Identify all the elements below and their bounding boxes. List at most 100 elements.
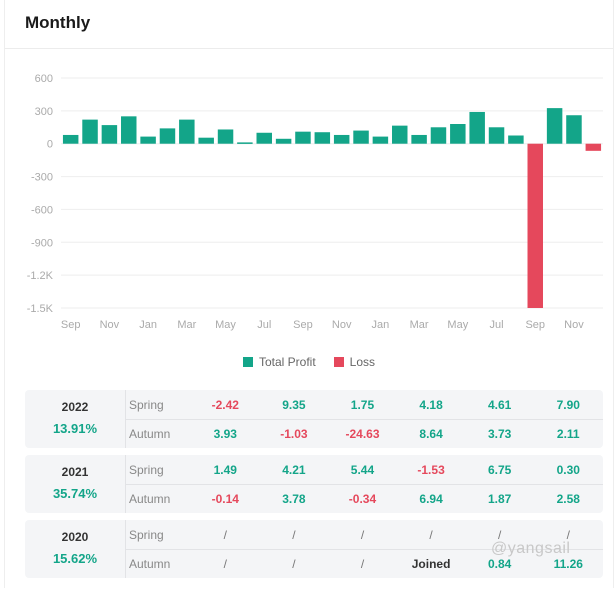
- return-value-cell: 6.75: [487, 462, 512, 477]
- profit-bar[interactable]: [159, 128, 176, 144]
- return-value-cell: 1.75: [350, 397, 375, 412]
- season-label: Spring: [129, 527, 164, 542]
- return-value-cell: /: [292, 527, 296, 542]
- monthly-card: Monthly 600 300 0 -300 -600 -900 -1.2K -1.5K Sep…: [4, 0, 614, 588]
- x-tick-label: Jan: [372, 319, 390, 331]
- monthly-bar-chart: 600 300 0 -300 -600 -900 -1.2K -1.5K Sep Nov Jan Ma…: [27, 73, 603, 331]
- year-cell: 2021 35.74%: [25, 455, 126, 513]
- profit-bar[interactable]: [450, 124, 466, 144]
- year-total-return: 13.91%: [52, 421, 98, 436]
- year-cell: 2022 13.91%: [25, 390, 126, 448]
- profit-bar[interactable]: [217, 129, 234, 144]
- return-value-cell: 3.73: [487, 426, 512, 441]
- profit-bar[interactable]: [469, 111, 485, 144]
- y-tick-label: 600: [35, 73, 53, 85]
- y-tick-label: -300: [31, 172, 53, 184]
- return-value-cell: /: [566, 527, 570, 542]
- year-label: 2022: [61, 400, 89, 414]
- profit-bar[interactable]: [546, 108, 563, 144]
- loss-bar[interactable]: [585, 143, 602, 151]
- season-label: Autumn: [129, 491, 171, 506]
- y-tick-label: -600: [31, 204, 53, 216]
- profit-bar[interactable]: [333, 134, 350, 144]
- card-title: Monthly: [25, 13, 91, 32]
- x-tick-label: May: [215, 319, 236, 331]
- chart-legend: Total Profit Loss: [5, 355, 613, 369]
- return-value-cell: 4.18: [419, 397, 443, 412]
- season-row: Spring / / / / / /: [125, 520, 603, 550]
- x-tick-label: Mar: [177, 319, 196, 331]
- return-value-cell: /: [498, 527, 502, 542]
- year-group: 2022 13.91% Spring -2.42 9.35 1.75 4.18 4.61 7.9…: [25, 390, 603, 448]
- return-value-cell: 7.90: [556, 397, 580, 412]
- profit-bar[interactable]: [566, 115, 582, 144]
- season-row: Spring 1.49 4.21 5.44 -1.53 6.75 0.30: [125, 455, 603, 485]
- y-tick-label: -1.5K: [27, 303, 54, 315]
- profit-bar[interactable]: [508, 135, 524, 144]
- return-value-cell: -2.42: [211, 397, 239, 412]
- x-tick-label: May: [447, 319, 468, 331]
- profit-bar[interactable]: [488, 127, 505, 144]
- watermark: @yangsail: [491, 540, 571, 557]
- profit-bar[interactable]: [140, 136, 156, 144]
- profit-bar[interactable]: [430, 127, 447, 144]
- profit-bar[interactable]: [295, 131, 311, 144]
- return-value-cell: Joined: [411, 556, 451, 571]
- return-value-cell: /: [360, 556, 365, 571]
- profit-bar[interactable]: [411, 134, 427, 144]
- season-label: Autumn: [129, 556, 171, 571]
- x-tick-label: Jul: [490, 319, 504, 331]
- profit-bar[interactable]: [275, 138, 292, 144]
- profit-bar[interactable]: [121, 116, 137, 144]
- return-value-cell: 5.44: [350, 462, 375, 477]
- year-group: 2021 35.74% Spring 1.49 4.21 5.44 -1.53 6.75 0.3…: [25, 455, 603, 513]
- x-tick-label: Jul: [257, 319, 271, 331]
- return-value-cell: /: [429, 527, 433, 542]
- year-label: 2021: [61, 465, 89, 479]
- profit-bar[interactable]: [372, 136, 389, 144]
- year-cell: 2020 15.62%: [25, 520, 126, 578]
- legend-label-total-profit: Total Profit: [258, 355, 316, 369]
- profit-bar[interactable]: [237, 142, 253, 144]
- return-value-cell: 3.93: [213, 426, 237, 441]
- profit-bar[interactable]: [198, 137, 214, 144]
- profit-bar[interactable]: [392, 125, 408, 144]
- profit-bar[interactable]: [179, 119, 195, 144]
- x-tick-label: Sep: [293, 319, 313, 331]
- return-value-cell: 3.78: [282, 491, 306, 506]
- return-value-cell: /: [223, 527, 227, 542]
- return-value-cell: 8.64: [419, 426, 443, 441]
- return-value-cell: 2.58: [556, 491, 580, 506]
- legend-item-loss[interactable]: Loss: [333, 355, 376, 369]
- legend-item-total-profit[interactable]: Total Profit: [242, 355, 316, 369]
- loss-bar[interactable]: [527, 143, 543, 308]
- season-label: Spring: [129, 462, 164, 477]
- profit-bar[interactable]: [314, 132, 331, 144]
- return-value-cell: 4.61: [487, 397, 512, 412]
- return-value-cell: -24.63: [345, 426, 380, 441]
- legend-label-loss: Loss: [349, 355, 376, 369]
- return-value-cell: 0.84: [487, 556, 512, 571]
- return-value-cell: /: [223, 556, 227, 571]
- profit-bar[interactable]: [353, 130, 369, 144]
- legend-swatch-total-profit: [242, 357, 253, 367]
- season-row: Spring -2.42 9.35 1.75 4.18 4.61 7.90: [125, 390, 603, 420]
- x-tick-label: Jan: [139, 319, 157, 331]
- profit-bar[interactable]: [101, 125, 118, 144]
- season-row: Autumn / / / Joined 0.84 11.26: [125, 549, 603, 578]
- profit-bar[interactable]: [82, 119, 98, 144]
- year-group: 2020 15.62% Spring / / / / / / Autumn / / / Joined 0.8…: [25, 520, 603, 578]
- year-total-return: 15.62%: [52, 551, 98, 566]
- return-value-cell: -0.14: [211, 491, 239, 506]
- return-value-cell: 0.30: [556, 462, 580, 477]
- x-tick-label: Sep: [525, 319, 545, 331]
- profit-bar[interactable]: [256, 132, 272, 144]
- season-row: Autumn 3.93 -1.03 -24.63 8.64 3.73 2.11: [125, 419, 603, 448]
- y-tick-label: 300: [35, 106, 53, 118]
- profit-bar[interactable]: [62, 134, 79, 144]
- return-value-cell: -1.53: [417, 462, 445, 477]
- x-tick-label: Sep: [61, 319, 81, 331]
- season-label: Autumn: [129, 426, 171, 441]
- y-tick-label: -900: [31, 237, 53, 249]
- return-value-cell: 1.49: [213, 462, 237, 477]
